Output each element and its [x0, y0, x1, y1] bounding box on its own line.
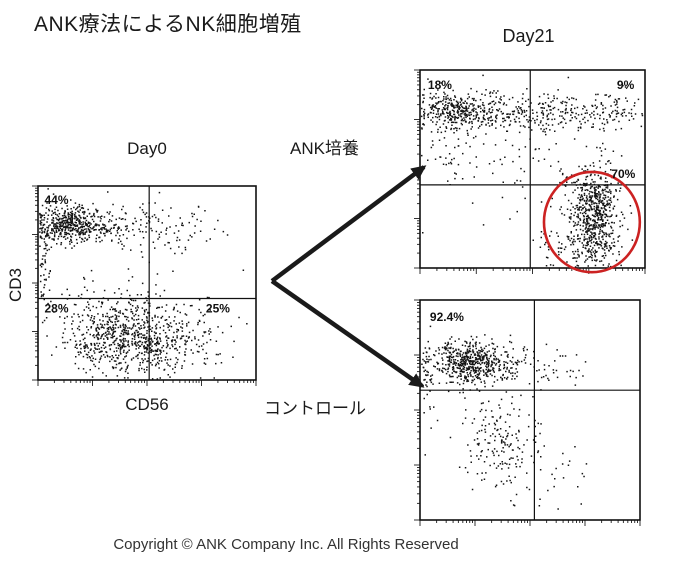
arrow-to-control [270, 279, 425, 388]
arrow-to-ank-culture [270, 165, 427, 283]
flow-plot-day0: 44% 28% 25% [28, 184, 258, 390]
figure-title: ANK療法によるNK細胞増殖 [34, 13, 302, 36]
label-day21: Day21 [502, 26, 555, 46]
x-axis-label-cd56: CD56 [125, 395, 169, 414]
svg-text:18%: 18% [428, 78, 452, 92]
svg-text:25%: 25% [206, 301, 230, 315]
y-axis-label-cd3: CD3 [6, 268, 25, 303]
svg-text:70%: 70% [611, 167, 635, 181]
label-day0: Day0 [127, 139, 167, 158]
svg-text:28%: 28% [45, 301, 69, 315]
flow-plot-day21-ank-culture: 18% 9% 70% [410, 68, 647, 278]
svg-text:9%: 9% [617, 78, 635, 92]
label-ank-culture: ANK培養 [290, 139, 359, 158]
svg-text:44%: 44% [45, 193, 69, 207]
svg-text:92.4%: 92.4% [430, 310, 464, 324]
label-control: コントロール [264, 399, 366, 418]
copyright-notice: Copyright © ANK Company Inc. All Rights … [113, 536, 459, 553]
flow-plot-day21-control: 92.4% [410, 298, 642, 530]
